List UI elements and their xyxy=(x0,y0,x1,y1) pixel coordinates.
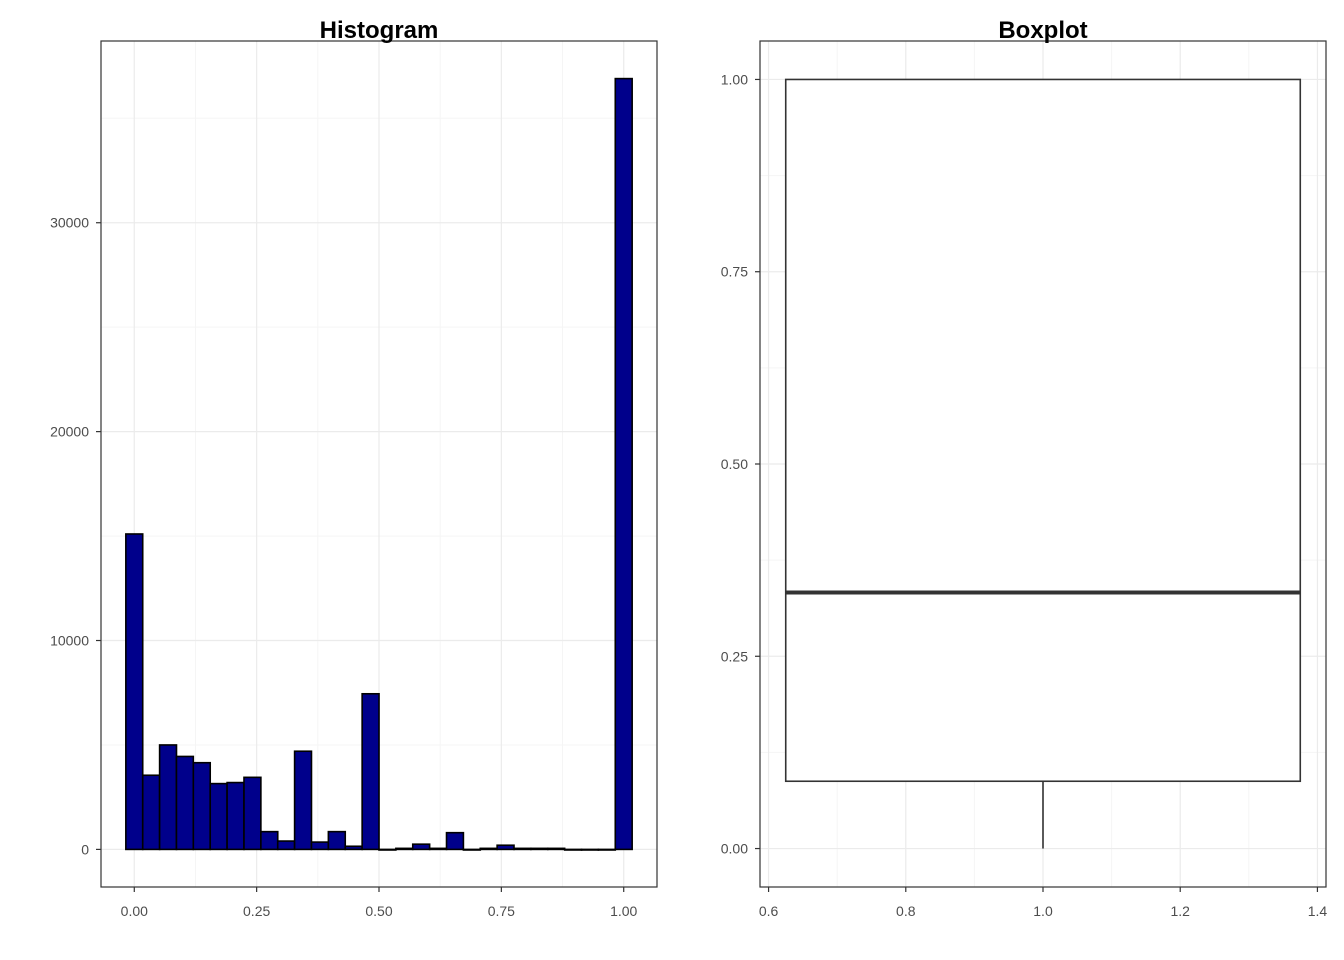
histogram-bar xyxy=(445,831,465,851)
histogram-bar xyxy=(614,77,633,851)
histogram-bar xyxy=(361,692,380,851)
histogram-bar xyxy=(293,750,313,851)
x-tick-label: 1.4 xyxy=(1308,903,1328,919)
histogram-bar xyxy=(597,848,617,851)
x-tick-label: 0.50 xyxy=(365,903,392,919)
histogram-axes: 0.00 0.25 0.50 0.75 1.00 0 10000 20000 30000 xyxy=(50,215,637,919)
histogram-bar xyxy=(243,776,262,851)
histogram-bar xyxy=(175,755,195,851)
x-tick-label: 1.0 xyxy=(1033,903,1053,919)
histogram-bar xyxy=(158,744,178,851)
histogram-bar xyxy=(479,847,498,851)
histogram-bar xyxy=(125,533,144,851)
y-tick-label: 0.50 xyxy=(721,456,748,472)
histogram-bar xyxy=(310,841,330,851)
boxplot-panel: 0.6 0.8 1.0 1.2 1.4 0.00 0.25 0.50 0.75 1.00 Boxp… xyxy=(721,17,1328,919)
x-tick-label: 1.00 xyxy=(610,903,637,919)
x-tick-label: 0.6 xyxy=(759,903,779,919)
y-tick-label: 0 xyxy=(81,841,89,857)
y-tick-label: 0.00 xyxy=(721,841,748,857)
histogram-bar xyxy=(530,847,549,851)
histogram-bar xyxy=(462,848,482,851)
histogram-bar xyxy=(411,843,431,851)
histogram-bar xyxy=(141,774,161,851)
histogram-panel: 0.00 0.25 0.50 0.75 1.00 0 10000 20000 30000 His… xyxy=(50,17,658,919)
histogram-bar xyxy=(580,848,600,851)
histogram-bar xyxy=(344,845,363,851)
boxplot-box xyxy=(784,78,1302,783)
histogram-bar xyxy=(496,844,515,851)
y-tick-label: 0.75 xyxy=(721,264,748,280)
y-tick-label: 20000 xyxy=(50,424,89,440)
y-tick-label: 0.25 xyxy=(721,648,748,664)
histogram-bar xyxy=(428,847,448,851)
boxplot-shape xyxy=(784,78,1302,849)
x-tick-label: 0.00 xyxy=(121,903,148,919)
x-tick-label: 0.25 xyxy=(243,903,270,919)
y-tick-label: 10000 xyxy=(50,633,89,649)
x-tick-label: 1.2 xyxy=(1170,903,1190,919)
histogram-bar xyxy=(192,761,212,851)
boxplot-axes: 0.6 0.8 1.0 1.2 1.4 0.00 0.25 0.50 0.75 1.00 xyxy=(721,71,1328,919)
histogram-bar xyxy=(378,848,397,851)
boxplot-title: Boxplot xyxy=(998,17,1087,44)
histogram-bar xyxy=(226,781,245,851)
x-tick-label: 0.8 xyxy=(896,903,916,919)
histogram-bar xyxy=(260,830,279,851)
histogram-bar xyxy=(327,830,347,851)
histogram-bar xyxy=(276,840,296,851)
histogram-bar xyxy=(563,848,583,851)
histogram-title: Histogram xyxy=(320,17,439,44)
y-tick-label: 1.00 xyxy=(721,71,748,87)
x-tick-label: 0.75 xyxy=(488,903,515,919)
histogram-bar xyxy=(395,847,414,851)
y-tick-label: 30000 xyxy=(50,215,89,231)
histogram-bar xyxy=(513,847,532,851)
histogram-bar xyxy=(546,847,566,851)
histogram-bars xyxy=(125,77,633,851)
histogram-bar xyxy=(209,782,228,851)
